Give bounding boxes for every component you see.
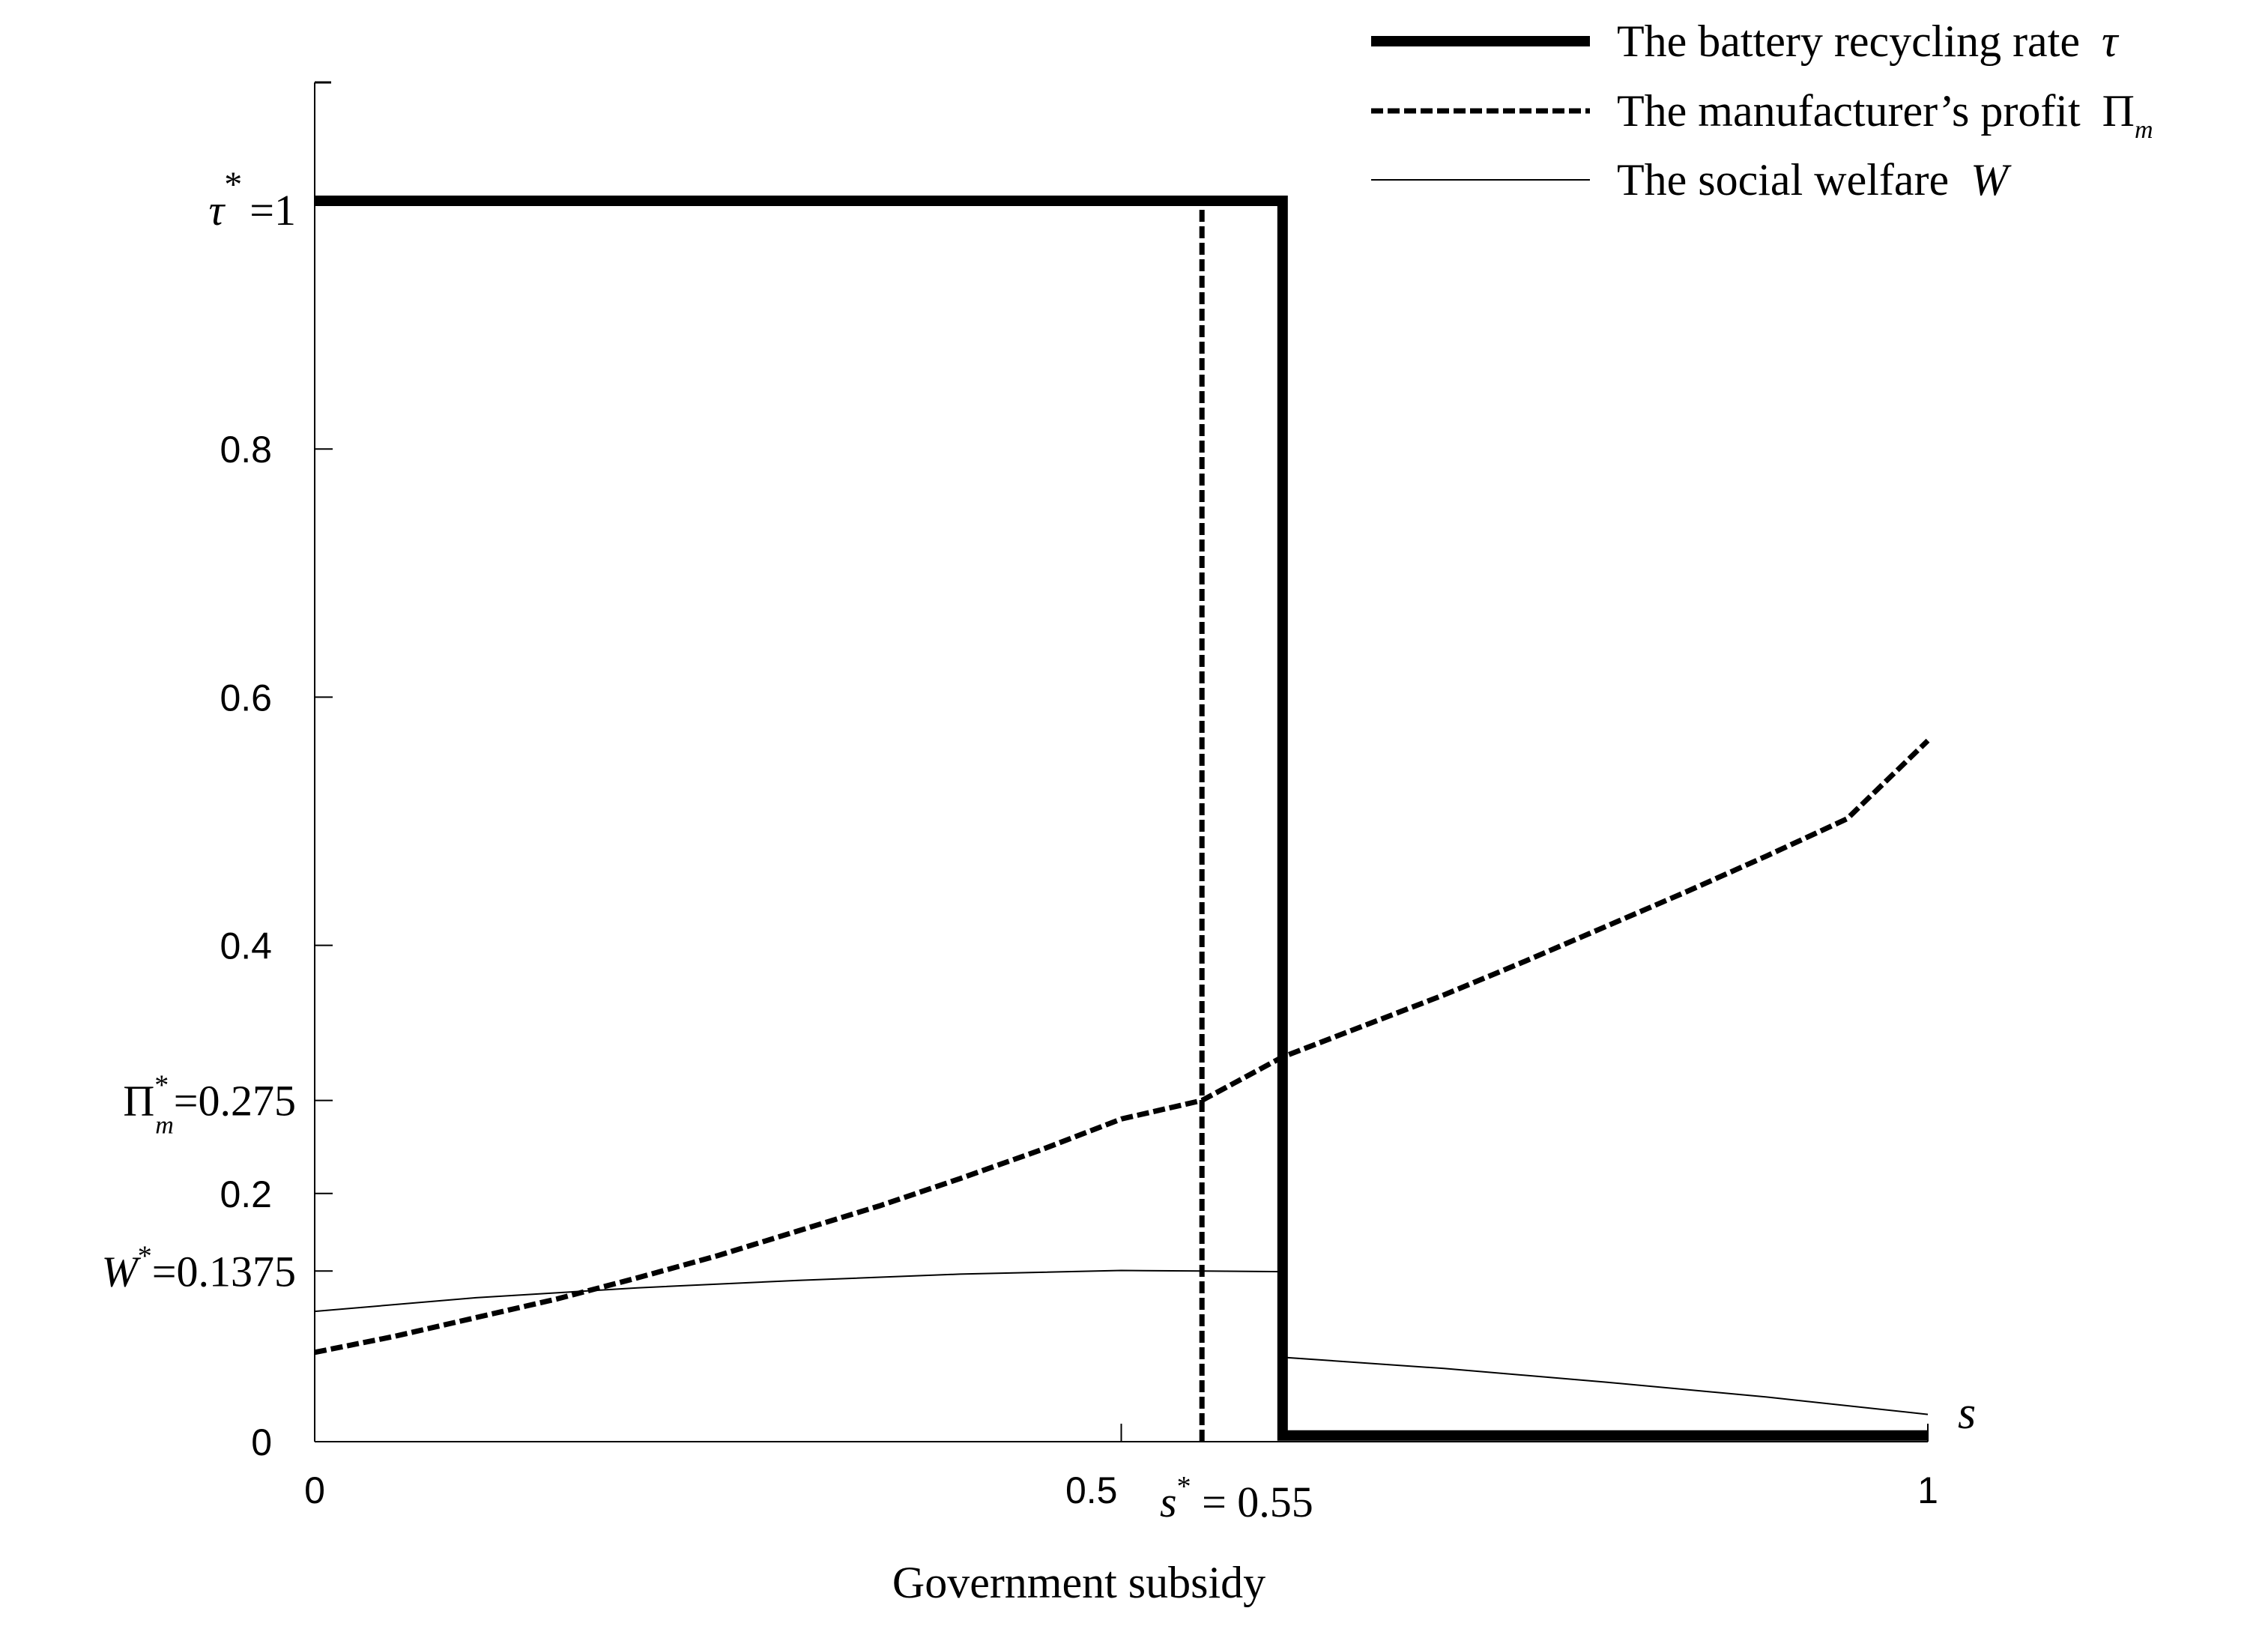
legend-entry: The manufacturer’s profit Πm xyxy=(1617,86,2153,144)
legend: The battery recycling rate τ The manufact… xyxy=(1371,16,2153,205)
x-axis-label: Government subsidy xyxy=(892,1558,1265,1607)
y-tick-label: 0.2 xyxy=(220,1173,272,1215)
annotations: τ*=1 Π* m=0.275 W*=0.1375 s* = 0.55 xyxy=(101,165,1313,1526)
series-line-thin-2 xyxy=(314,1269,1929,1415)
y-tick-label: 0.4 xyxy=(220,925,272,967)
y-tick-label: 0 xyxy=(251,1421,272,1463)
pi-star-label: Π* m=0.275 xyxy=(123,1070,296,1140)
series-line-thick-0 xyxy=(315,196,1928,1441)
y-tick-label: 0.6 xyxy=(220,677,272,719)
x-axis-end-symbol: s xyxy=(1958,1388,1976,1439)
series-layer xyxy=(314,196,1930,1442)
x-tick-label: 0.5 xyxy=(1065,1469,1118,1511)
series-line-dashed-1 xyxy=(314,738,1930,1355)
tau-star-label: τ*=1 xyxy=(209,165,296,235)
s-star-label: s* = 0.55 xyxy=(1160,1471,1313,1526)
w-star-label: W*=0.1375 xyxy=(101,1240,296,1296)
axes: 0 0.2 0.4 0.6 0.8 0 0.5 1s xyxy=(220,81,1976,1511)
x-tick-label: 0 xyxy=(304,1469,325,1511)
legend-entry: The battery recycling rate τ xyxy=(1617,16,2120,66)
y-tick-label: 0.8 xyxy=(220,429,272,471)
x-tick-label: 1 xyxy=(1917,1469,1938,1511)
legend-entry: The social welfare W xyxy=(1617,155,2012,205)
